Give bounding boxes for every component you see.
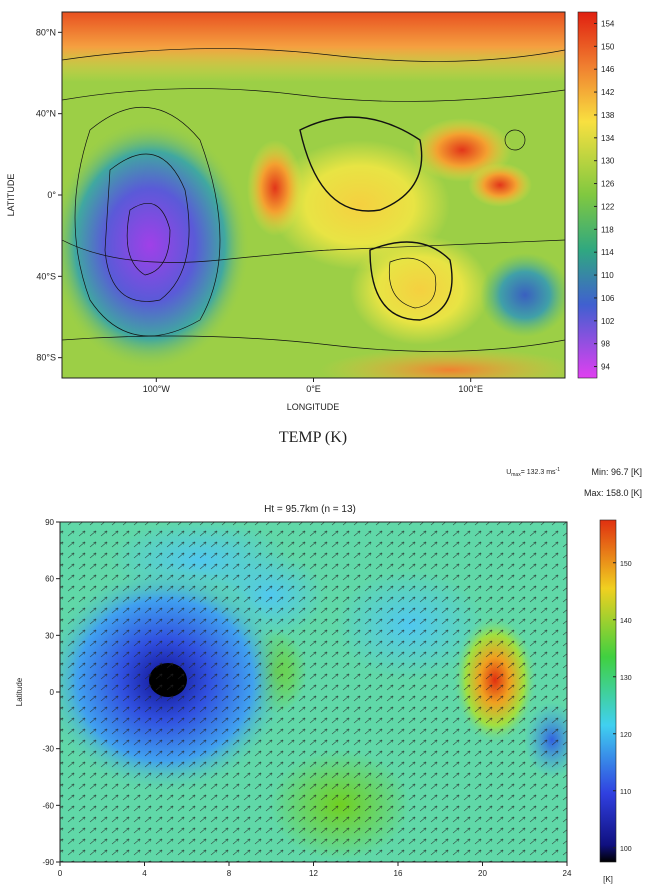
colorbar-tick-label: 102	[601, 317, 615, 326]
colorbar-tick-label: 110	[620, 789, 631, 796]
x-tick-label: 0°E	[306, 384, 321, 394]
colorbar-tick-label: 154	[601, 19, 615, 28]
colorbar-tick-label: 126	[601, 180, 615, 189]
colorbar-tick-label: 114	[601, 248, 614, 257]
x-tick-label: 100°W	[143, 384, 171, 394]
colorbar-tick-label: 110	[601, 271, 614, 280]
colorbar-tick-label: 134	[601, 134, 615, 143]
y-axis-label: Latitude	[15, 677, 24, 706]
max-annotation: Max: 158.0 [K]	[584, 488, 642, 498]
y-axis-label: LATITUDE	[6, 174, 16, 217]
x-axis-label: LONGITUDE	[287, 402, 340, 412]
x-tick-label: 24	[563, 869, 572, 878]
x-tick-label: 16	[394, 869, 403, 878]
colorbar-tick-label: 118	[601, 225, 614, 234]
umax-annotation: Umax= 132.3 ms-1	[506, 467, 560, 478]
colorbar-tick-label: 98	[601, 340, 610, 349]
x-tick-label: 0	[58, 869, 63, 878]
y-tick-label: 90	[45, 518, 54, 527]
colorbar-tick-label: 122	[601, 202, 615, 211]
y-tick-label: 80°N	[36, 27, 56, 37]
colorbar-tick-label: 138	[601, 111, 615, 120]
colorbar-tick-label: 146	[601, 65, 615, 74]
chart-title: TEMP (K)	[279, 429, 347, 446]
x-tick-label: 12	[309, 869, 318, 878]
y-tick-label: 80°S	[36, 353, 56, 363]
temperature-field	[60, 522, 567, 862]
chart-title: Ht = 95.7km (n = 13)	[264, 504, 356, 515]
y-tick-label: 30	[45, 631, 54, 640]
min-annotation: Min: 96.7 [K]	[591, 467, 642, 477]
x-tick-label: 4	[142, 869, 147, 878]
colorbar-tick-label: 120	[620, 732, 632, 739]
y-tick-label: -30	[42, 745, 54, 754]
y-tick-label: 0°	[47, 190, 56, 200]
colorbar	[599, 519, 617, 863]
colorbar-tick-label: 150	[620, 561, 632, 568]
colorbar-tick-label: 130	[601, 157, 615, 166]
y-tick-label: 60	[45, 575, 54, 584]
x-tick-label: 20	[478, 869, 487, 878]
colorbar	[577, 11, 598, 379]
x-tick-label: 8	[227, 869, 232, 878]
y-tick-label: -90	[42, 858, 54, 867]
colorbar-tick-label: 140	[620, 618, 632, 625]
colorbar-label: [K]	[603, 875, 613, 884]
colorbar-tick-label: 106	[601, 294, 615, 303]
x-tick-label: 100°E	[458, 384, 483, 394]
colorbar-tick-label: 130	[620, 675, 632, 682]
y-tick-label: 0	[50, 688, 55, 697]
colorbar-tick-label: 150	[601, 42, 615, 51]
y-tick-label: 40°N	[36, 109, 56, 119]
y-tick-label: 40°S	[36, 271, 56, 281]
y-tick-label: -60	[42, 801, 54, 810]
colorbar-tick-label: 100	[620, 846, 632, 853]
temperature-field	[62, 12, 565, 378]
colorbar-tick-label: 94	[601, 363, 610, 372]
colorbar-tick-label: 142	[601, 88, 615, 97]
